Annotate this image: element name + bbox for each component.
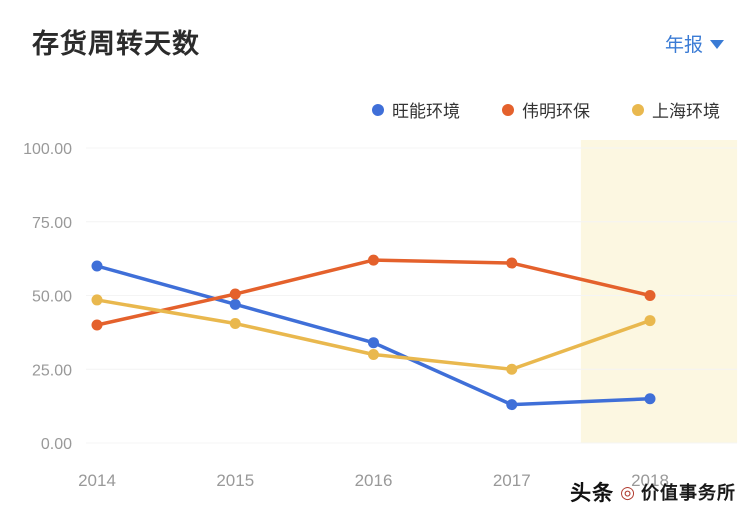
legend-dot-icon (632, 103, 644, 116)
data-point-上海环境-2017[interactable] (506, 363, 518, 375)
data-point-旺能环境-2016[interactable] (368, 337, 379, 349)
watermark-logo-icon: ◎ (620, 482, 635, 502)
legend-item-伟明环保[interactable]: 伟明环保 (502, 97, 590, 122)
data-point-伟明环保-2014[interactable] (91, 319, 103, 331)
legend-label: 旺能环境 (392, 102, 460, 121)
x-axis-label: 2018 (631, 471, 669, 490)
data-point-伟明环保-2017[interactable] (506, 257, 518, 269)
data-point-伟明环保-2015[interactable] (229, 288, 241, 300)
y-axis-label: 50.00 (32, 289, 72, 306)
data-point-上海环境-2016[interactable] (368, 349, 379, 360)
chart-legend: 旺能环境 伟明环保 上海环境 (372, 97, 720, 122)
line-chart: 0.00 25.00 50.00 75.00 100.00 2014 2015 2016 201… (23, 140, 738, 490)
legend-item-上海环境[interactable]: 上海环境 (632, 97, 720, 122)
watermark-name: 价值事务所 (641, 483, 736, 503)
data-point-上海环境-2015[interactable] (229, 318, 241, 330)
y-axis-label: 25.00 (32, 362, 72, 379)
x-axis-label: 2017 (493, 471, 531, 490)
y-axis-label: 75.00 (32, 215, 72, 232)
series-line-旺能环境 (95, 264, 652, 407)
watermark: 头条 ◎ 价值事务所 (570, 477, 736, 507)
chart-area: 0.00 25.00 50.00 75.00 100.00 2014 2015 2016 201… (0, 128, 750, 508)
legend-label: 上海环境 (652, 102, 720, 121)
data-point-旺能环境-2014[interactable] (91, 260, 103, 272)
data-point-上海环境-2018[interactable] (644, 315, 656, 327)
legend-dot-icon (502, 103, 514, 116)
x-axis-label: 2015 (216, 471, 254, 490)
legend-item-旺能环境[interactable]: 旺能环境 (372, 97, 460, 122)
period-selector[interactable]: 年报 (665, 30, 724, 57)
y-axis-label: 100.00 (23, 141, 72, 158)
watermark-brand: 头条 (570, 482, 615, 505)
data-point-上海环境-2014[interactable] (91, 294, 103, 306)
data-point-伟明环保-2018[interactable] (644, 290, 656, 301)
legend-label: 伟明环保 (522, 102, 590, 121)
data-point-旺能环境-2017[interactable] (506, 399, 518, 411)
chevron-down-icon (710, 40, 724, 49)
data-point-伟明环保-2016[interactable] (368, 254, 379, 266)
legend-dot-icon (372, 103, 384, 116)
x-axis-label: 2016 (355, 471, 393, 490)
page-title: 存货周转天数 (32, 29, 200, 59)
period-selector-label: 年报 (664, 35, 703, 56)
data-point-旺能环境-2018[interactable] (644, 393, 656, 405)
data-point-旺能环境-2015[interactable] (229, 298, 241, 310)
highlight-band (580, 140, 738, 443)
y-axis-label: 0.00 (41, 436, 72, 453)
x-axis-label: 2014 (78, 471, 116, 490)
